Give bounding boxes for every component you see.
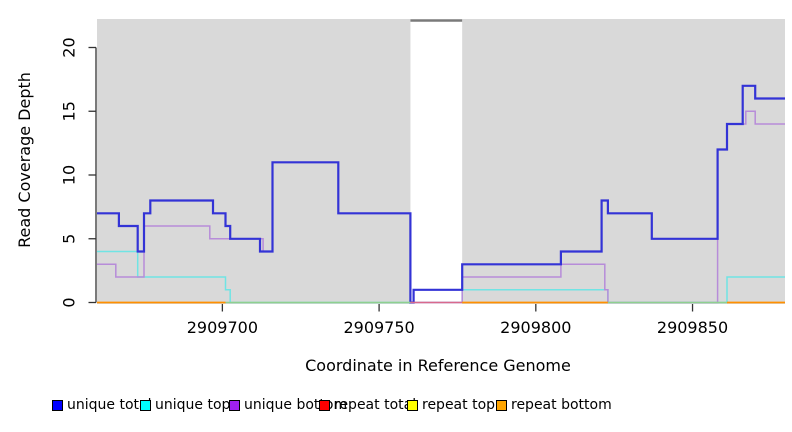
legend-swatch	[407, 400, 418, 411]
y-axis-title: Read Coverage Depth	[15, 72, 34, 248]
legend-swatch	[229, 400, 240, 411]
legend-label: repeat total	[334, 397, 417, 413]
legend-swatch	[496, 400, 507, 411]
legend-label: repeat bottom	[511, 397, 612, 413]
legend-swatch	[52, 400, 63, 411]
legend-label: repeat top	[422, 397, 496, 413]
y-tick-label: 10	[60, 165, 79, 185]
y-tick-label: 0	[60, 297, 79, 307]
series-lines	[97, 84, 785, 304]
y-tick-label: 15	[60, 101, 79, 121]
series-line-unique-total	[97, 84, 785, 304]
y-tick-label: 20	[60, 37, 79, 57]
legend-swatch	[319, 400, 330, 411]
x-tick-label: 2909850	[657, 318, 728, 337]
legend-label: unique total	[67, 397, 152, 413]
plot-background	[97, 19, 785, 304]
legend-label: unique bottom	[244, 397, 348, 413]
x-tick-label: 2909700	[187, 318, 258, 337]
plot-panel-left	[97, 19, 411, 304]
x-tick-label: 2909750	[343, 318, 414, 337]
plot-panel-right	[462, 19, 785, 304]
x-tick-label: 2909800	[500, 318, 571, 337]
chart-legend: unique total unique top unique bottom repea…	[0, 397, 792, 419]
x-axis-title: Coordinate in Reference Genome	[305, 356, 571, 375]
y-tick-label: 5	[60, 234, 79, 244]
legend-label: unique top	[155, 397, 231, 413]
axes: 0 5 10 15 20 2909700 2909750 2909800 2909850	[60, 37, 729, 337]
legend-swatch	[140, 400, 151, 411]
